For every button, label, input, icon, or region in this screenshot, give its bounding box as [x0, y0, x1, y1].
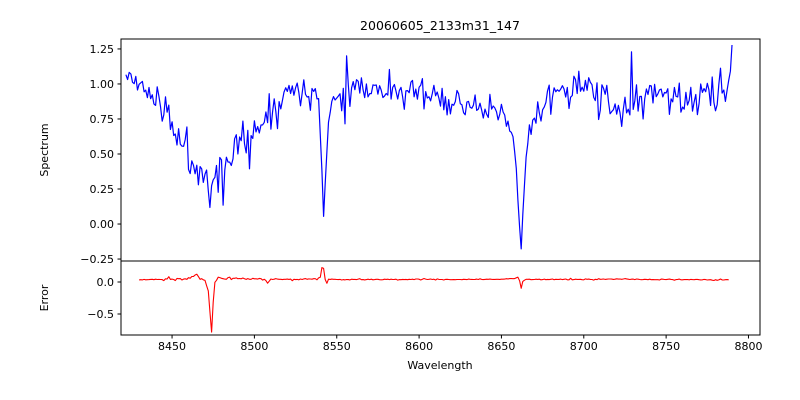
x-tick-label: 8550: [323, 340, 351, 353]
x-tick-label: 8500: [240, 340, 268, 353]
spectrum-panel: 1.25 1.00 0.75 0.50 0.25 0.00 −0.25 Spectrum: [38, 38, 761, 266]
spectrum-y-tick-label: 0.00: [90, 218, 115, 231]
error-y-ticks: 0.0 −0.5: [87, 276, 121, 321]
x-axis-ticks: 8450 8500 8550 8600 8650 8700 8750 8800: [158, 335, 762, 353]
spectrum-y-tick-label: 0.25: [90, 183, 115, 196]
spectrum-y-tick-label: 0.50: [90, 148, 115, 161]
x-tick-label: 8700: [570, 340, 598, 353]
error-line: [139, 267, 729, 333]
error-axes-spines: [120, 260, 761, 336]
x-tick-label: 8750: [652, 340, 680, 353]
spectrum-y-ticks: 1.25 1.00 0.75 0.50 0.25 0.00 −0.25: [80, 43, 121, 266]
error-y-tick-label: −0.5: [87, 308, 114, 321]
x-tick-label: 8800: [734, 340, 762, 353]
figure-title: 20060605_2133m31_147: [360, 18, 520, 33]
x-axis-label: Wavelength: [407, 359, 472, 372]
spectrum-y-axis-label: Spectrum: [38, 123, 51, 176]
x-tick-label: 8600: [405, 340, 433, 353]
x-tick-label: 8650: [487, 340, 515, 353]
spectrum-y-tick-label: 1.00: [90, 78, 115, 91]
x-tick-label: 8450: [158, 340, 186, 353]
spectrum-line: [125, 44, 733, 250]
spectrum-y-tick-label: 1.25: [90, 43, 115, 56]
spectrum-y-tick-label: −0.25: [80, 253, 114, 266]
spectrum-y-tick-label: 0.75: [90, 113, 115, 126]
error-panel: 0.0 −0.5 8450 8500 8550 8600 8650 8700 8750 8800…: [38, 260, 762, 372]
error-y-tick-label: 0.0: [97, 276, 115, 289]
error-y-axis-label: Error: [38, 284, 51, 311]
